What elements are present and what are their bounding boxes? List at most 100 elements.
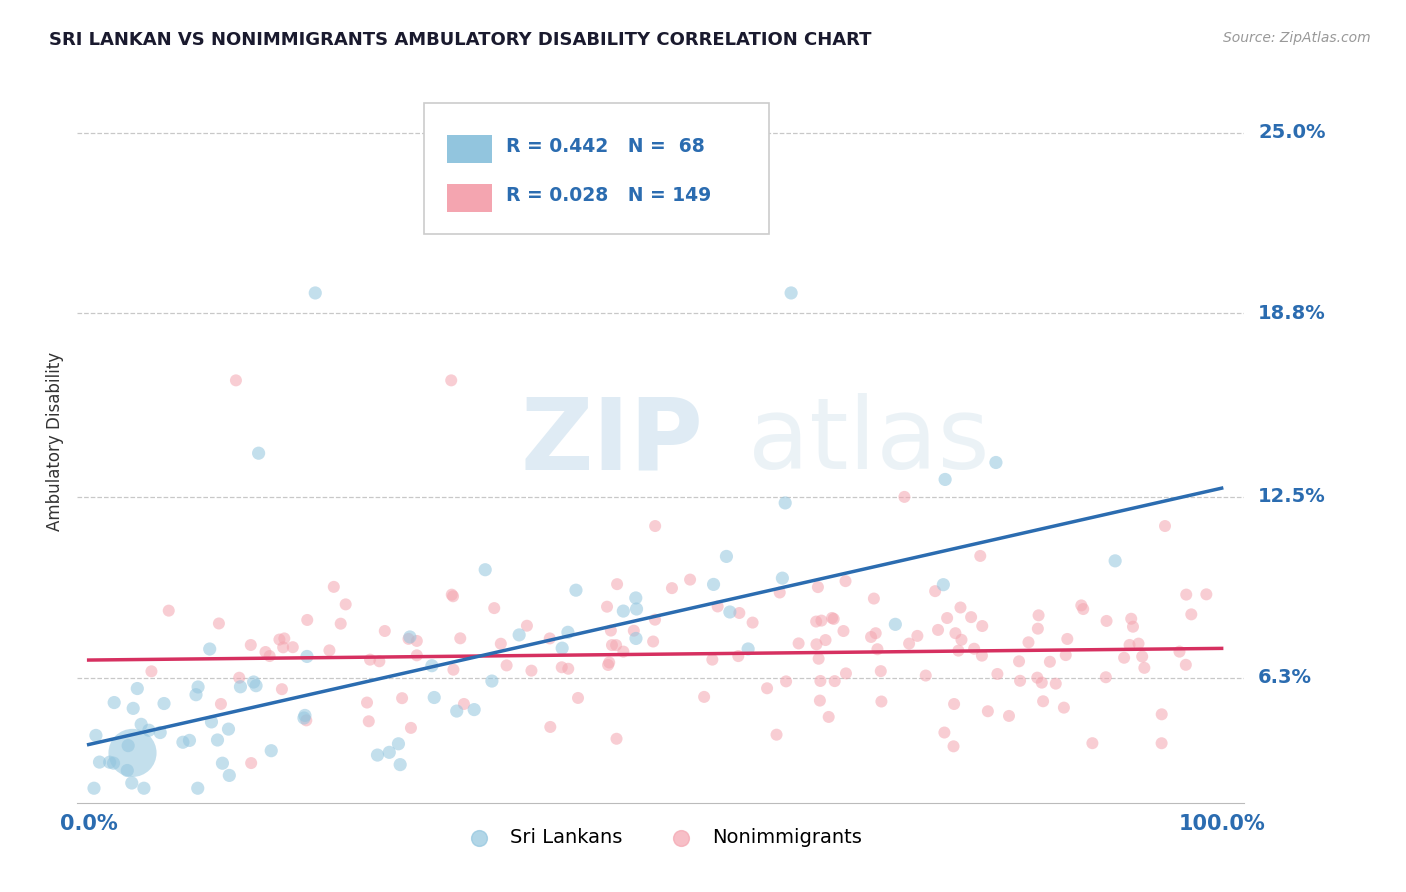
Point (775, 674, 797, 689)
Point (1095, 670, 1118, 684)
Point (924, 584, 946, 599)
Text: Source: ZipAtlas.com: Source: ZipAtlas.com (1223, 31, 1371, 45)
Point (718, 605, 741, 619)
Point (138, 723, 160, 738)
Point (1195, 587, 1218, 601)
Point (1054, 648, 1077, 662)
Point (179, 733, 201, 747)
Point (271, 682, 294, 697)
Point (716, 549, 738, 564)
Point (273, 632, 295, 646)
Point (866, 642, 889, 657)
Point (508, 628, 530, 642)
Point (551, 660, 574, 674)
Point (117, 764, 139, 778)
Text: 12.5%: 12.5% (1258, 487, 1326, 507)
Point (228, 671, 250, 685)
Point (865, 626, 887, 640)
Point (254, 645, 277, 659)
Point (1114, 650, 1136, 665)
Point (441, 663, 464, 677)
Point (1081, 736, 1104, 750)
Point (132, 781, 155, 796)
Point (936, 611, 959, 625)
Point (1095, 614, 1118, 628)
Point (998, 709, 1021, 723)
Point (1039, 655, 1062, 669)
Point (218, 768, 240, 782)
Point (1026, 671, 1049, 685)
Point (399, 721, 422, 735)
Point (706, 599, 728, 614)
Point (1130, 649, 1153, 664)
Point (484, 601, 506, 615)
Point (423, 690, 446, 705)
Point (932, 577, 955, 591)
Point (626, 602, 648, 616)
Point (970, 648, 993, 663)
Y-axis label: Ambulatory Disability: Ambulatory Disability (46, 352, 65, 531)
Point (702, 653, 724, 667)
Point (366, 747, 388, 762)
Point (914, 668, 936, 682)
Point (612, 604, 634, 618)
Point (817, 710, 839, 724)
Point (292, 711, 315, 725)
Point (884, 617, 907, 632)
Point (557, 662, 579, 676)
Point (551, 641, 574, 656)
Point (240, 756, 263, 770)
Point (1010, 673, 1032, 688)
Point (765, 728, 787, 742)
Point (860, 630, 883, 644)
Point (184, 688, 207, 702)
Point (1053, 700, 1076, 714)
Point (83, 781, 105, 796)
Point (808, 673, 831, 688)
Point (1168, 645, 1191, 659)
Point (378, 745, 401, 759)
Text: 18.8%: 18.8% (1258, 304, 1326, 323)
Point (948, 643, 970, 657)
Point (294, 708, 316, 723)
Point (949, 600, 972, 615)
Point (398, 632, 420, 646)
Point (984, 455, 1007, 469)
Point (405, 634, 427, 648)
Point (141, 665, 163, 679)
Point (304, 285, 326, 300)
Point (389, 757, 412, 772)
Point (808, 693, 831, 707)
Point (538, 632, 561, 646)
Point (835, 666, 858, 681)
Point (387, 737, 409, 751)
Point (208, 616, 231, 631)
Point (565, 583, 588, 598)
Point (703, 577, 725, 591)
Point (322, 580, 344, 594)
Point (103, 696, 125, 710)
Point (356, 696, 378, 710)
Point (606, 731, 628, 746)
Point (103, 756, 125, 771)
Point (644, 519, 666, 533)
Point (834, 574, 856, 588)
Point (516, 618, 538, 632)
Point (399, 630, 422, 644)
Point (121, 776, 143, 790)
Point (489, 637, 512, 651)
Point (172, 735, 194, 749)
Point (329, 616, 352, 631)
Point (1128, 637, 1150, 651)
Point (359, 653, 381, 667)
Point (374, 624, 396, 638)
Point (187, 781, 209, 796)
Point (297, 613, 319, 627)
Point (209, 697, 232, 711)
Point (807, 652, 830, 666)
Point (1104, 554, 1126, 568)
Point (520, 664, 543, 678)
Point (440, 373, 463, 387)
Point (605, 638, 627, 652)
Point (1150, 707, 1173, 722)
